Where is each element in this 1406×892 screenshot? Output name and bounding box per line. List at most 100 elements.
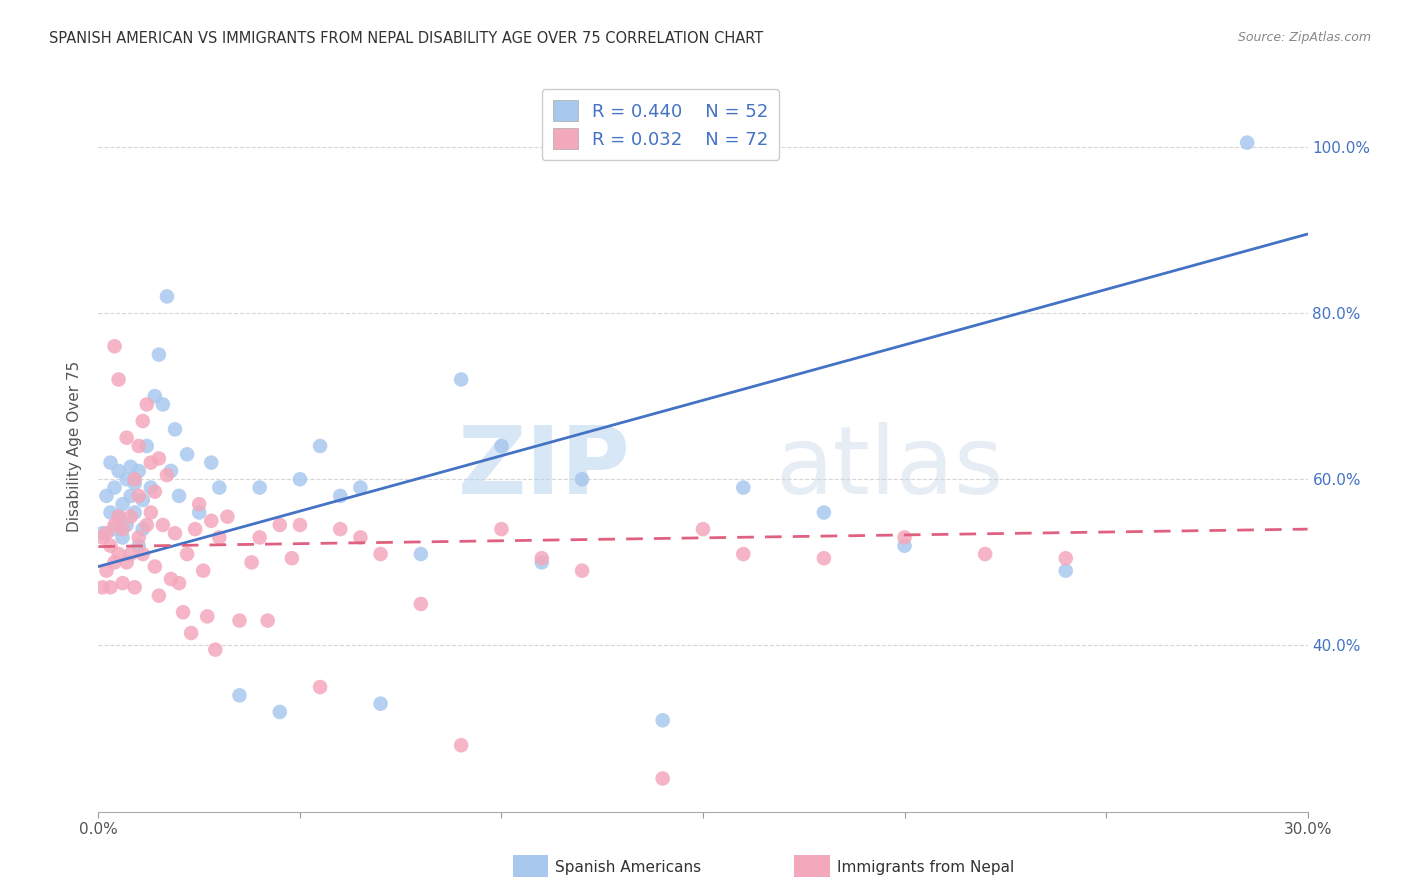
Text: Spanish Americans: Spanish Americans: [555, 860, 702, 874]
Point: [228, 689, 250, 703]
Point: [100, 539, 122, 553]
Point: [120, 547, 142, 561]
Point: [309, 680, 332, 694]
Point: [370, 697, 392, 711]
Point: [974, 547, 997, 561]
Point: [893, 539, 915, 553]
Point: [208, 530, 231, 544]
Point: [96, 489, 118, 503]
Point: [111, 497, 134, 511]
Point: [450, 738, 472, 752]
Point: [651, 714, 673, 728]
Point: [143, 484, 166, 499]
Point: [733, 481, 755, 495]
Point: [651, 772, 673, 786]
Point: [103, 481, 125, 495]
Point: [1236, 136, 1258, 150]
Point: [139, 506, 162, 520]
Point: [103, 522, 125, 536]
Point: [132, 547, 155, 561]
Point: [139, 481, 162, 495]
Point: [733, 547, 755, 561]
Point: [115, 472, 138, 486]
Point: [107, 372, 129, 386]
Point: [167, 576, 190, 591]
Point: [160, 464, 183, 478]
Point: [240, 555, 263, 569]
Y-axis label: Disability Age Over 75: Disability Age Over 75: [67, 360, 83, 532]
Point: [180, 626, 202, 640]
Point: [100, 580, 122, 594]
Point: [120, 459, 142, 474]
Point: [148, 451, 170, 466]
Point: [148, 348, 170, 362]
Point: [128, 489, 150, 503]
Point: [167, 489, 190, 503]
Legend: R = 0.440    N = 52, R = 0.032    N = 72: R = 0.440 N = 52, R = 0.032 N = 72: [541, 89, 779, 160]
Point: [135, 439, 157, 453]
Point: [143, 559, 166, 574]
Point: [132, 414, 155, 428]
Point: [111, 522, 134, 536]
Point: [200, 456, 222, 470]
Point: [249, 481, 271, 495]
Point: [249, 530, 271, 544]
Point: [208, 481, 231, 495]
Point: [143, 389, 166, 403]
Text: Source: ZipAtlas.com: Source: ZipAtlas.com: [1237, 31, 1371, 45]
Point: [152, 518, 174, 533]
Point: [96, 564, 118, 578]
Point: [103, 339, 125, 353]
Point: [491, 439, 513, 453]
Point: [100, 456, 122, 470]
Point: [124, 472, 146, 486]
Point: [160, 572, 183, 586]
Point: [115, 431, 138, 445]
Point: [156, 468, 179, 483]
Point: [571, 564, 593, 578]
Point: [103, 555, 125, 569]
Point: [103, 518, 125, 533]
Point: [148, 589, 170, 603]
Point: [256, 614, 278, 628]
Point: [132, 522, 155, 536]
Point: [176, 547, 198, 561]
Point: [813, 506, 835, 520]
Point: [530, 555, 553, 569]
Point: [111, 530, 134, 544]
Point: [163, 526, 186, 541]
Point: [115, 518, 138, 533]
Point: [217, 509, 239, 524]
Point: [128, 530, 150, 544]
Point: [91, 530, 114, 544]
Point: [491, 522, 513, 536]
Point: [450, 372, 472, 386]
Point: [228, 614, 250, 628]
Point: [176, 447, 198, 461]
Point: [107, 547, 129, 561]
Point: [124, 506, 146, 520]
Point: [1054, 564, 1077, 578]
Point: [288, 518, 311, 533]
Point: [288, 472, 311, 486]
Point: [91, 580, 114, 594]
Point: [107, 509, 129, 524]
Point: [128, 464, 150, 478]
Point: [120, 509, 142, 524]
Point: [107, 509, 129, 524]
Point: [349, 481, 371, 495]
Text: SPANISH AMERICAN VS IMMIGRANTS FROM NEPAL DISABILITY AGE OVER 75 CORRELATION CHA: SPANISH AMERICAN VS IMMIGRANTS FROM NEPA…: [49, 31, 763, 46]
Point: [193, 564, 215, 578]
Point: [204, 642, 226, 657]
Point: [132, 493, 155, 508]
Point: [269, 518, 291, 533]
Point: [128, 439, 150, 453]
Text: ZIP: ZIP: [457, 422, 630, 514]
Point: [329, 489, 352, 503]
Point: [135, 518, 157, 533]
Point: [692, 522, 714, 536]
Point: [409, 547, 432, 561]
Point: [571, 472, 593, 486]
Point: [115, 555, 138, 569]
Point: [111, 576, 134, 591]
